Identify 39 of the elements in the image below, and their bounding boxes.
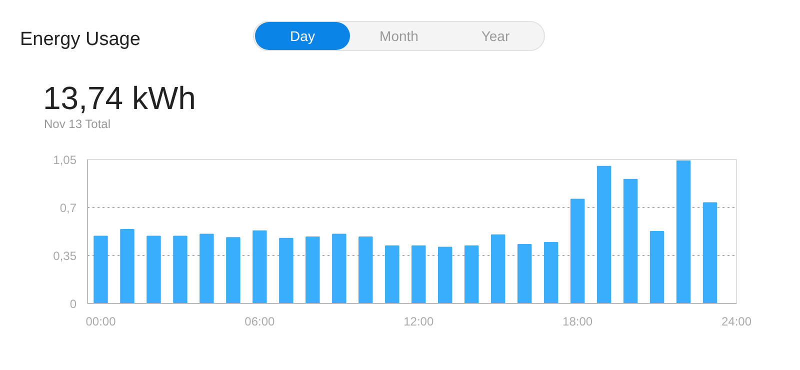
bar [332,234,346,304]
chart-title: Energy Usage [20,28,140,52]
bar [412,245,426,304]
bar [702,202,718,304]
bar [650,231,664,304]
y-tick-label: 0,35 [53,249,77,263]
text: Month [378,27,420,46]
bar [226,237,240,304]
bar [173,236,188,304]
bar [279,238,294,304]
text: Nov 13 Total [44,116,110,133]
bar [438,246,452,304]
bar [146,236,161,304]
bar [358,236,373,304]
bar [596,166,612,304]
bar [676,160,691,304]
bar [200,234,214,304]
chart-subtitle: 13,74 kWh [43,80,196,116]
x-tick-label: 18:00 [562,314,593,328]
x-tick-label: 00:00 [86,314,116,328]
bar [517,244,532,304]
bar [544,242,558,304]
bar [623,178,638,304]
bar [490,234,506,304]
y-tick-label: 0 [70,297,77,311]
x-tick-label: 06:00 [244,314,276,328]
x-tick-label: 24:00 [721,314,752,328]
bar [385,245,400,304]
text: Day [255,22,350,50]
bar [252,230,267,304]
bar [306,236,320,304]
y-tick-label: 1,05 [53,153,77,167]
x-tick-label: 12:00 [404,314,434,328]
bar [570,198,585,304]
bar [94,236,108,304]
text: Year [480,27,511,46]
y-tick-label: 0,7 [60,201,77,215]
bar [464,245,479,304]
bar [120,228,134,304]
